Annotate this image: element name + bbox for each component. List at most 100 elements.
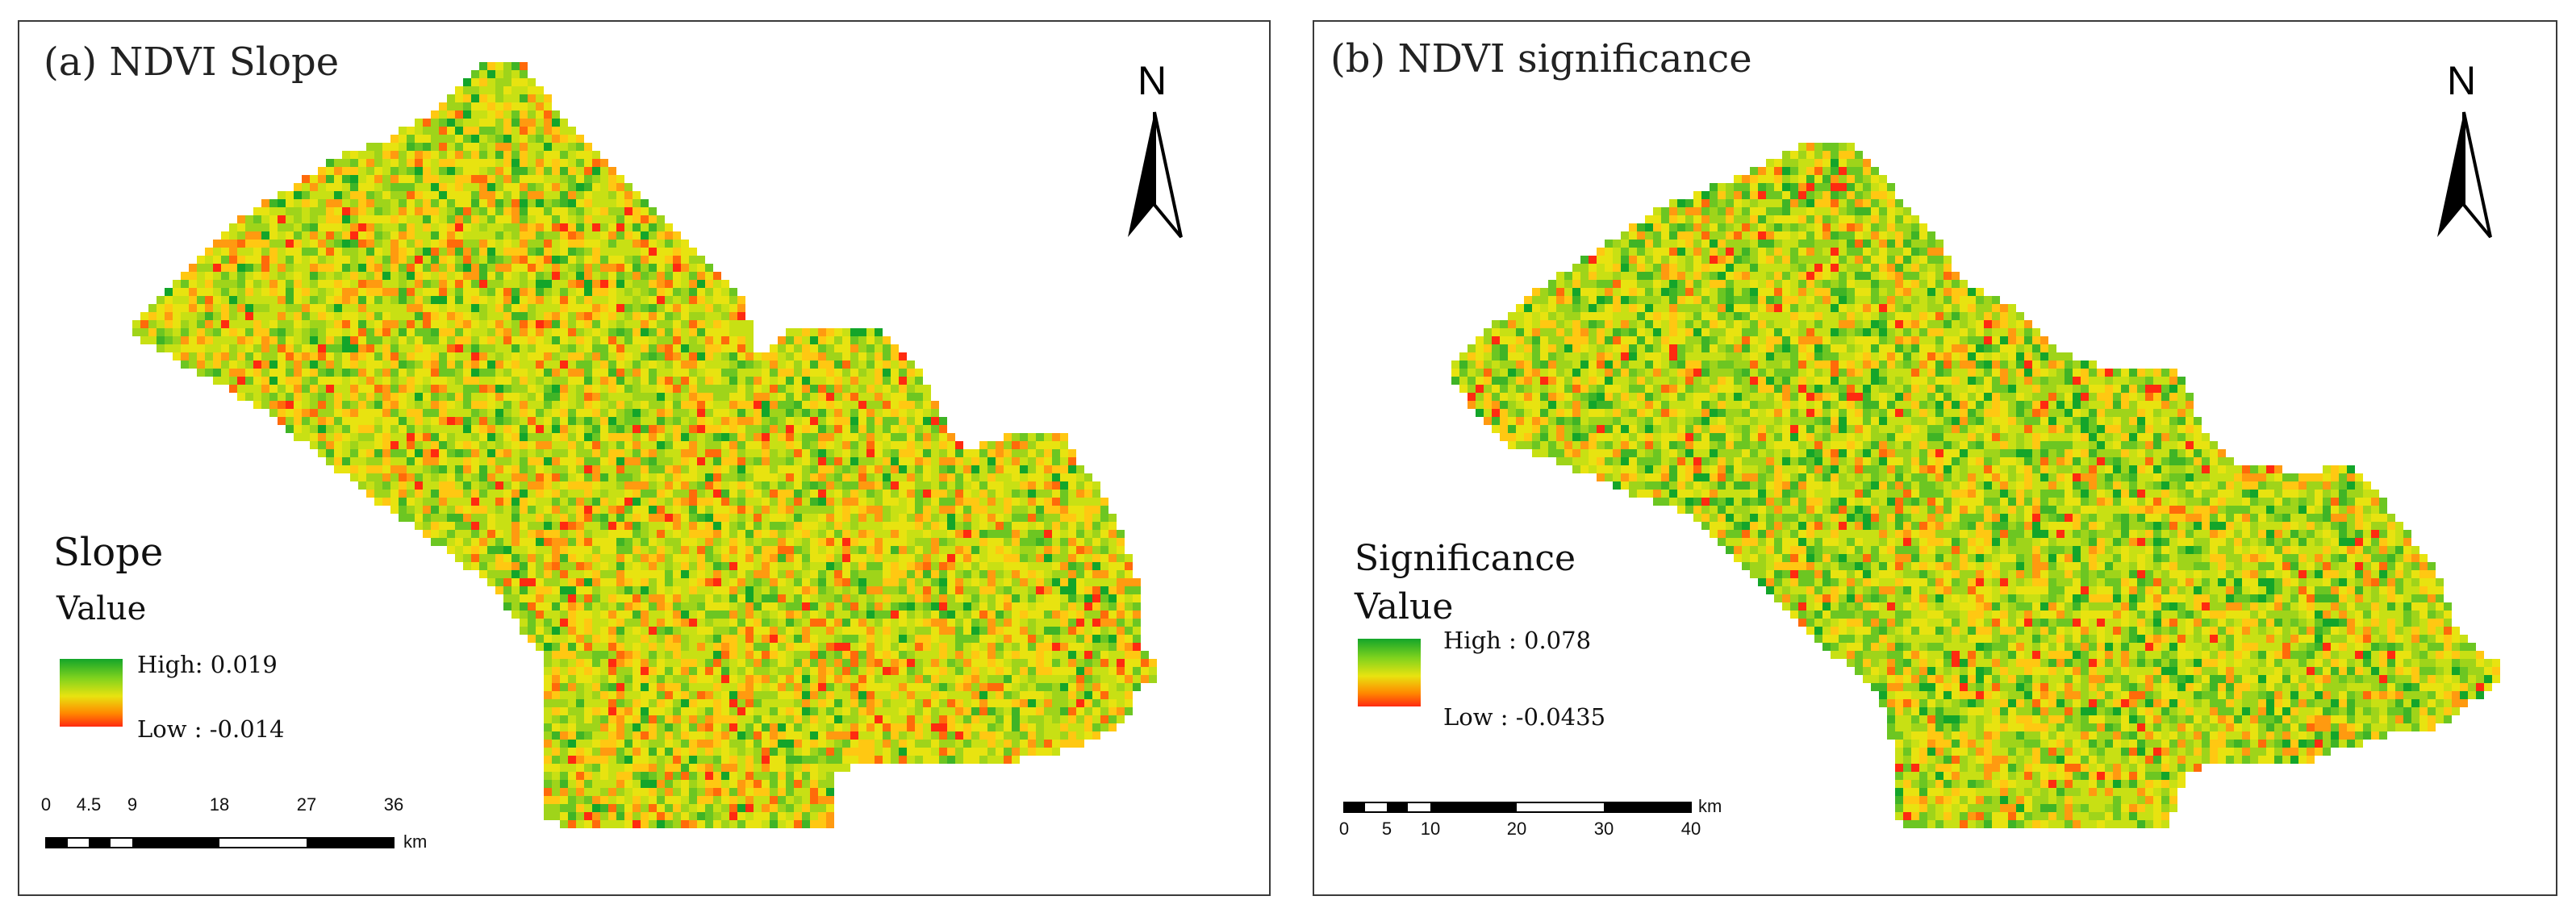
raster-cell xyxy=(1133,594,1141,602)
raster-cell xyxy=(1084,546,1092,554)
raster-cell xyxy=(608,312,616,320)
raster-cell xyxy=(915,643,923,651)
raster-cell xyxy=(431,352,439,360)
raster-cell xyxy=(576,659,584,667)
raster-cell xyxy=(536,110,544,119)
raster-cell xyxy=(681,578,689,586)
raster-cell xyxy=(1044,659,1052,667)
raster-cell xyxy=(818,457,826,465)
raster-cell xyxy=(931,643,939,651)
raster-cell xyxy=(447,449,455,457)
raster-cell xyxy=(673,401,681,409)
raster-cell xyxy=(673,619,681,627)
raster-cell xyxy=(899,369,907,377)
raster-cell xyxy=(447,490,455,498)
raster-cell xyxy=(1133,619,1141,627)
raster-cell xyxy=(366,457,374,465)
raster-cell xyxy=(786,433,794,441)
raster-cell xyxy=(536,344,544,352)
raster-cell xyxy=(1044,570,1052,578)
raster-cell xyxy=(487,522,495,530)
raster-cell xyxy=(342,280,350,288)
raster-cell xyxy=(181,352,189,360)
raster-cell xyxy=(891,457,899,465)
raster-cell xyxy=(616,369,624,377)
raster-cell xyxy=(955,457,963,465)
raster-cell xyxy=(915,546,923,554)
raster-cell xyxy=(665,369,673,377)
raster-cell xyxy=(665,393,673,401)
raster-cell xyxy=(834,441,842,449)
raster-cell xyxy=(261,288,269,296)
raster-cell xyxy=(358,312,366,320)
raster-cell xyxy=(431,231,439,240)
raster-cell xyxy=(592,490,600,498)
raster-cell xyxy=(608,304,616,312)
raster-cell xyxy=(826,409,834,417)
raster-cell xyxy=(431,143,439,151)
raster-cell xyxy=(1036,635,1044,643)
raster-cell xyxy=(673,344,681,352)
raster-cell xyxy=(520,344,528,352)
raster-cell xyxy=(592,320,600,328)
raster-cell xyxy=(1084,627,1092,635)
raster-cell xyxy=(495,86,503,94)
raster-cell xyxy=(689,336,697,344)
raster-cell xyxy=(503,554,511,562)
raster-cell xyxy=(576,498,584,506)
raster-cell xyxy=(875,578,883,586)
raster-cell xyxy=(883,433,891,441)
raster-cell xyxy=(705,627,713,635)
raster-cell xyxy=(600,352,608,360)
raster-cell xyxy=(1020,635,1028,643)
raster-cell xyxy=(689,490,697,498)
raster-cell xyxy=(294,199,302,207)
raster-cell xyxy=(866,481,875,490)
raster-cell xyxy=(294,223,302,231)
raster-cell xyxy=(850,473,858,481)
raster-cell xyxy=(1004,602,1012,611)
raster-cell xyxy=(713,619,721,627)
raster-cell xyxy=(979,490,987,498)
raster-cell xyxy=(616,635,624,643)
raster-cell xyxy=(511,369,520,377)
raster-cell xyxy=(415,401,423,409)
raster-cell xyxy=(503,127,511,135)
raster-cell xyxy=(745,635,754,643)
raster-cell xyxy=(657,594,665,602)
raster-cell xyxy=(439,425,447,433)
raster-cell xyxy=(181,288,189,296)
raster-cell xyxy=(875,506,883,514)
raster-cell xyxy=(374,433,382,441)
raster-cell xyxy=(810,651,818,659)
raster-cell xyxy=(600,240,608,248)
raster-cell xyxy=(503,562,511,570)
raster-cell xyxy=(278,215,286,223)
raster-cell xyxy=(649,369,657,377)
raster-cell xyxy=(463,546,471,554)
raster-cell xyxy=(737,312,745,320)
raster-cell xyxy=(786,522,794,530)
raster-cell xyxy=(866,594,875,602)
raster-cell xyxy=(624,538,633,546)
raster-cell xyxy=(261,264,269,272)
raster-cell xyxy=(390,409,399,417)
raster-cell xyxy=(229,231,237,240)
raster-cell xyxy=(600,199,608,207)
raster-cell xyxy=(1125,643,1133,651)
raster-cell xyxy=(802,627,810,635)
raster-cell xyxy=(979,473,987,481)
raster-cell xyxy=(1108,546,1117,554)
raster-cell xyxy=(455,223,463,231)
raster-cell xyxy=(278,223,286,231)
raster-cell xyxy=(1060,562,1068,570)
raster-cell xyxy=(366,417,374,425)
raster-cell xyxy=(415,240,423,248)
raster-cell xyxy=(657,643,665,651)
raster-cell xyxy=(520,586,528,594)
raster-cell xyxy=(382,240,390,248)
raster-cell xyxy=(342,215,350,223)
raster-cell xyxy=(560,481,568,490)
raster-cell xyxy=(592,223,600,231)
raster-cell xyxy=(616,344,624,352)
